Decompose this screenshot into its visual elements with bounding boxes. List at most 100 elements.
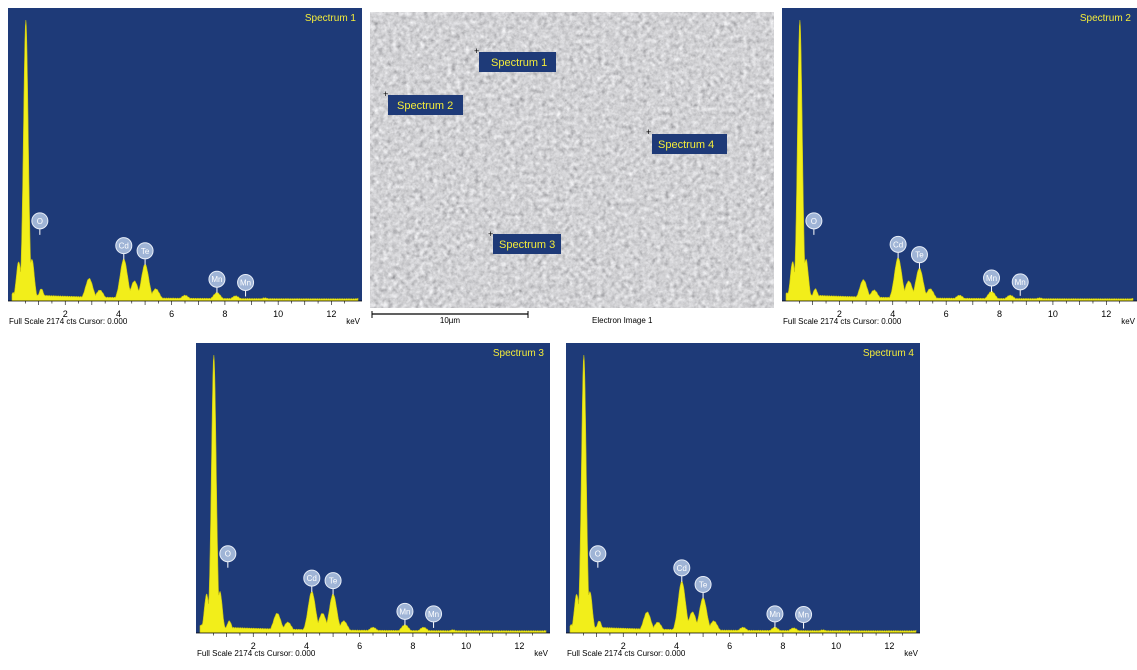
x-tick-label: 6 <box>169 309 174 319</box>
spectrum-title: Spectrum 4 <box>863 348 915 359</box>
peak-marker: Te <box>910 246 928 269</box>
x-tick-label: 12 <box>884 641 894 651</box>
peak-element-label: Te <box>141 247 150 256</box>
spectrum-series <box>199 354 547 634</box>
peak-marker: Cd <box>673 559 691 582</box>
svg-text:+: + <box>474 46 479 56</box>
peak-element-label: O <box>595 550 601 559</box>
electron-image: + Spectrum 1 + Spectrum 2 + Spectrum 3 +… <box>370 12 774 325</box>
peak-marker: Mn <box>795 606 813 629</box>
scale-bar-label: 10µm <box>440 316 461 325</box>
x-axis-label: keV <box>534 649 548 658</box>
x-tick-label: 10 <box>1048 309 1058 319</box>
x-tick-label: 8 <box>997 309 1002 319</box>
peak-marker-circle <box>303 569 321 587</box>
spectrum-marker[interactable]: + Spectrum 2 <box>383 89 463 115</box>
svg-text:+: + <box>646 127 651 137</box>
peak-element-label: O <box>37 217 43 226</box>
peak-marker-circle <box>31 212 49 230</box>
spectrum-plot: 2 4 6 8 10 12 keV Full Scale 2174 cts Cursor: 0… <box>196 343 550 658</box>
peak-marker-circle <box>694 575 712 593</box>
peak-marker: Mn <box>983 269 1001 292</box>
svg-text:Spectrum 4: Spectrum 4 <box>658 139 714 151</box>
peak-element-label: Cd <box>307 574 317 583</box>
svg-text:Spectrum 2: Spectrum 2 <box>397 100 453 112</box>
peak-element-label: Mn <box>769 610 780 619</box>
peak-marker-circle <box>219 545 237 563</box>
peak-marker: Mn <box>208 270 226 294</box>
x-tick-label: 2 <box>251 641 256 651</box>
spectrum-title: Spectrum 1 <box>305 13 357 24</box>
peak-marker-circle <box>805 212 823 230</box>
peak-marker: O <box>805 212 823 235</box>
spectrum-series <box>11 19 359 302</box>
spectrum-plot: 2 4 6 8 10 12 keV Full Scale 2174 cts Cursor: 0… <box>566 343 920 658</box>
spectrum-chart: 2 4 6 8 10 12 keV Full Scale 2174 cts Cursor: 0… <box>8 8 362 338</box>
spectrum-marker[interactable]: + Spectrum 4 <box>646 127 727 154</box>
spectrum-chart: 2 4 6 8 10 12 keV Full Scale 2174 cts Cursor: 0… <box>196 343 550 670</box>
spectrum-chart: 2 4 6 8 10 12 keV Full Scale 2174 cts Cursor: 0… <box>782 8 1137 338</box>
x-tick-label: 4 <box>116 309 121 319</box>
peak-marker: Mn <box>766 605 784 628</box>
peak-marker: Mn <box>1011 273 1029 296</box>
peak-element-label: O <box>225 550 231 559</box>
x-tick-label: 10 <box>461 641 471 651</box>
peak-element-label: Cd <box>893 240 903 249</box>
spectrum-plot: 2 4 6 8 10 12 keV Full Scale 2174 cts Cursor: 0… <box>8 8 362 326</box>
x-axis-label: keV <box>346 317 360 326</box>
plot-background <box>782 8 1137 301</box>
x-tick-label: 2 <box>837 309 842 319</box>
x-tick-label: 8 <box>780 641 785 651</box>
peak-element-label: Te <box>915 251 924 260</box>
peak-element-label: Mn <box>1015 278 1026 287</box>
peak-element-label: Mn <box>240 278 251 287</box>
peak-marker-circle <box>425 605 443 623</box>
plot-background <box>196 343 550 633</box>
peak-marker-circle <box>208 270 226 288</box>
peak-element-label: Mn <box>211 275 222 284</box>
peak-element-label: Mn <box>986 274 997 283</box>
peak-marker: Mn <box>237 273 255 297</box>
spectrum-marker[interactable]: + Spectrum 3 <box>488 229 561 254</box>
peak-marker: O <box>219 545 237 568</box>
x-tick-label: 10 <box>273 309 283 319</box>
peak-marker: O <box>31 212 49 235</box>
spectrum-chart: 2 4 6 8 10 12 keV Full Scale 2174 cts Cursor: 0… <box>566 343 920 670</box>
peak-marker-circle <box>324 572 342 590</box>
electron-image-title: Electron Image 1 <box>592 316 653 325</box>
peak-marker: Cd <box>115 237 133 260</box>
full-scale-readout: Full Scale 2174 cts Cursor: 0.000 <box>567 649 686 658</box>
spectrum-title: Spectrum 2 <box>1080 13 1132 24</box>
peak-marker: Te <box>694 575 712 599</box>
spectrum-marker[interactable]: + Spectrum 1 <box>474 46 556 72</box>
x-tick-label: 8 <box>222 309 227 319</box>
peak-marker-circle <box>795 606 813 624</box>
peak-element-label: Mn <box>798 611 809 620</box>
x-tick-label: 6 <box>727 641 732 651</box>
peak-marker: Cd <box>889 235 907 259</box>
peak-marker-circle <box>910 246 928 264</box>
x-tick-label: 12 <box>1101 309 1111 319</box>
peak-element-label: Mn <box>428 610 439 619</box>
peak-marker-circle <box>889 235 907 253</box>
x-tick-label: 8 <box>410 641 415 651</box>
peak-marker-circle <box>237 273 255 291</box>
full-scale-readout: Full Scale 2174 cts Cursor: 0.000 <box>197 649 316 658</box>
peak-marker: Cd <box>303 569 321 593</box>
peak-marker-circle <box>766 605 784 623</box>
peak-marker: Mn <box>425 605 443 628</box>
peak-marker-circle <box>589 545 607 563</box>
x-tick-label: 6 <box>944 309 949 319</box>
x-tick-label: 10 <box>831 641 841 651</box>
x-tick-label: 12 <box>326 309 336 319</box>
peak-element-label: Te <box>699 580 708 589</box>
plot-background <box>8 8 362 301</box>
peak-element-label: Mn <box>399 607 410 616</box>
peak-marker: Te <box>324 572 342 595</box>
peak-element-label: Cd <box>677 564 687 573</box>
x-tick-label: 4 <box>674 641 679 651</box>
peak-element-label: Cd <box>119 242 129 251</box>
svg-text:+: + <box>383 89 388 99</box>
peak-element-label: Te <box>329 577 338 586</box>
plot-background <box>566 343 920 633</box>
